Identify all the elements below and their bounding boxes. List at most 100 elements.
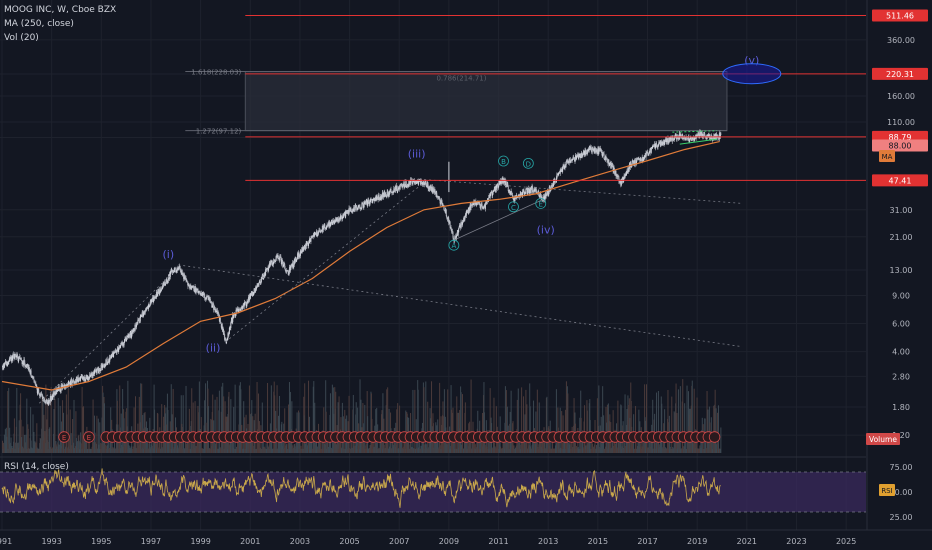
volume-bar: [212, 394, 214, 453]
volume-bar: [620, 405, 622, 453]
candle-body: [174, 268, 176, 270]
volume-bar: [565, 381, 567, 453]
candle-body: [277, 254, 279, 259]
candle-body: [451, 228, 453, 232]
volume-bar: [399, 405, 401, 453]
candle-body: [387, 191, 389, 193]
volume-bar: [337, 402, 339, 453]
symbol-title[interactable]: MOOG INC, W, Cboe BZX: [4, 5, 117, 15]
volume-bar: [679, 386, 681, 453]
candle-body: [232, 314, 234, 323]
candle-body: [595, 147, 597, 151]
volume-bar: [497, 438, 499, 453]
level-badge-label: 88.79: [889, 133, 912, 142]
fib-mid-label: 0.786(214.71): [436, 75, 486, 83]
candle-body: [188, 285, 190, 288]
candle-body: [606, 159, 608, 161]
candle-body: [273, 259, 275, 262]
volume-bar: [646, 435, 648, 453]
candle-body: [511, 192, 513, 196]
candle-body: [411, 180, 413, 185]
candle-body: [364, 201, 366, 204]
volume-bar: [489, 388, 491, 453]
volume-bar: [624, 394, 626, 453]
candle-body: [153, 297, 155, 303]
candle-body: [675, 134, 677, 138]
candle-body: [180, 270, 182, 272]
candle-body: [268, 266, 270, 268]
volume-bar: [532, 432, 534, 453]
volume-bar: [122, 388, 124, 453]
volume-bar: [279, 440, 281, 453]
volume-bar: [9, 427, 11, 453]
volume-bar: [83, 406, 85, 453]
candle-body: [562, 165, 564, 168]
candle-body: [598, 148, 600, 154]
candle-body: [425, 181, 427, 184]
candle-body: [38, 393, 40, 395]
candle-body: [512, 195, 514, 197]
volume-bar: [94, 442, 96, 453]
candle-body: [436, 192, 438, 196]
volume-bar: [495, 406, 497, 453]
candle-body: [509, 190, 511, 194]
candle-body: [371, 198, 373, 203]
candle-body: [114, 352, 116, 354]
candle-body: [459, 224, 461, 226]
volume-bar: [404, 441, 406, 453]
candle-body: [291, 265, 293, 268]
candle-body: [68, 382, 70, 384]
candle-body: [376, 197, 378, 199]
candle-body: [329, 223, 331, 227]
volume-bar: [75, 411, 77, 453]
volume-bar: [523, 434, 525, 453]
candle-body: [405, 181, 407, 187]
rsi-legend[interactable]: RSI (14, close): [4, 462, 69, 472]
candle-body: [482, 207, 484, 209]
candle-body: [384, 194, 386, 197]
volume-bar: [671, 396, 673, 453]
candle-body: [367, 199, 369, 206]
candle-body: [48, 399, 50, 404]
candle-body: [491, 191, 493, 196]
volume-bar: [26, 398, 28, 453]
candle-body: [545, 193, 547, 195]
candle-body: [9, 357, 11, 362]
candle-body: [110, 356, 112, 359]
candle-body: [375, 196, 377, 199]
trend-line: [38, 267, 179, 404]
candle-body: [340, 215, 342, 218]
candle-body: [676, 136, 678, 140]
volume-bar: [569, 444, 571, 453]
candle-body: [591, 148, 593, 153]
candle-body: [712, 139, 714, 141]
candle-body: [609, 163, 611, 165]
volume-legend[interactable]: Vol (20): [4, 33, 39, 43]
volume-bar: [241, 441, 243, 453]
volume-bar: [46, 419, 48, 453]
candle-body: [689, 139, 691, 142]
candle-body: [230, 322, 232, 328]
candle-body: [247, 300, 249, 302]
volume-bar: [570, 435, 572, 453]
candle-body: [432, 187, 434, 193]
volume-bar: [267, 383, 269, 453]
volume-bar: [205, 383, 207, 453]
candle-body: [357, 206, 359, 209]
candle-body: [32, 376, 34, 379]
volume-bar: [642, 438, 644, 453]
candle-body: [555, 181, 557, 183]
wave-label: (ii): [206, 342, 221, 355]
candle-body: [195, 288, 197, 293]
ma-legend[interactable]: MA (250, close): [4, 19, 74, 29]
candle-body: [426, 183, 428, 187]
volume-bar: [286, 443, 288, 453]
candle-body: [154, 297, 156, 299]
volume-bar: [68, 436, 70, 453]
candle-body: [644, 156, 646, 158]
volume-badge-label: Volume: [869, 435, 897, 444]
volume-bar: [224, 401, 226, 453]
candle-body: [104, 363, 106, 367]
